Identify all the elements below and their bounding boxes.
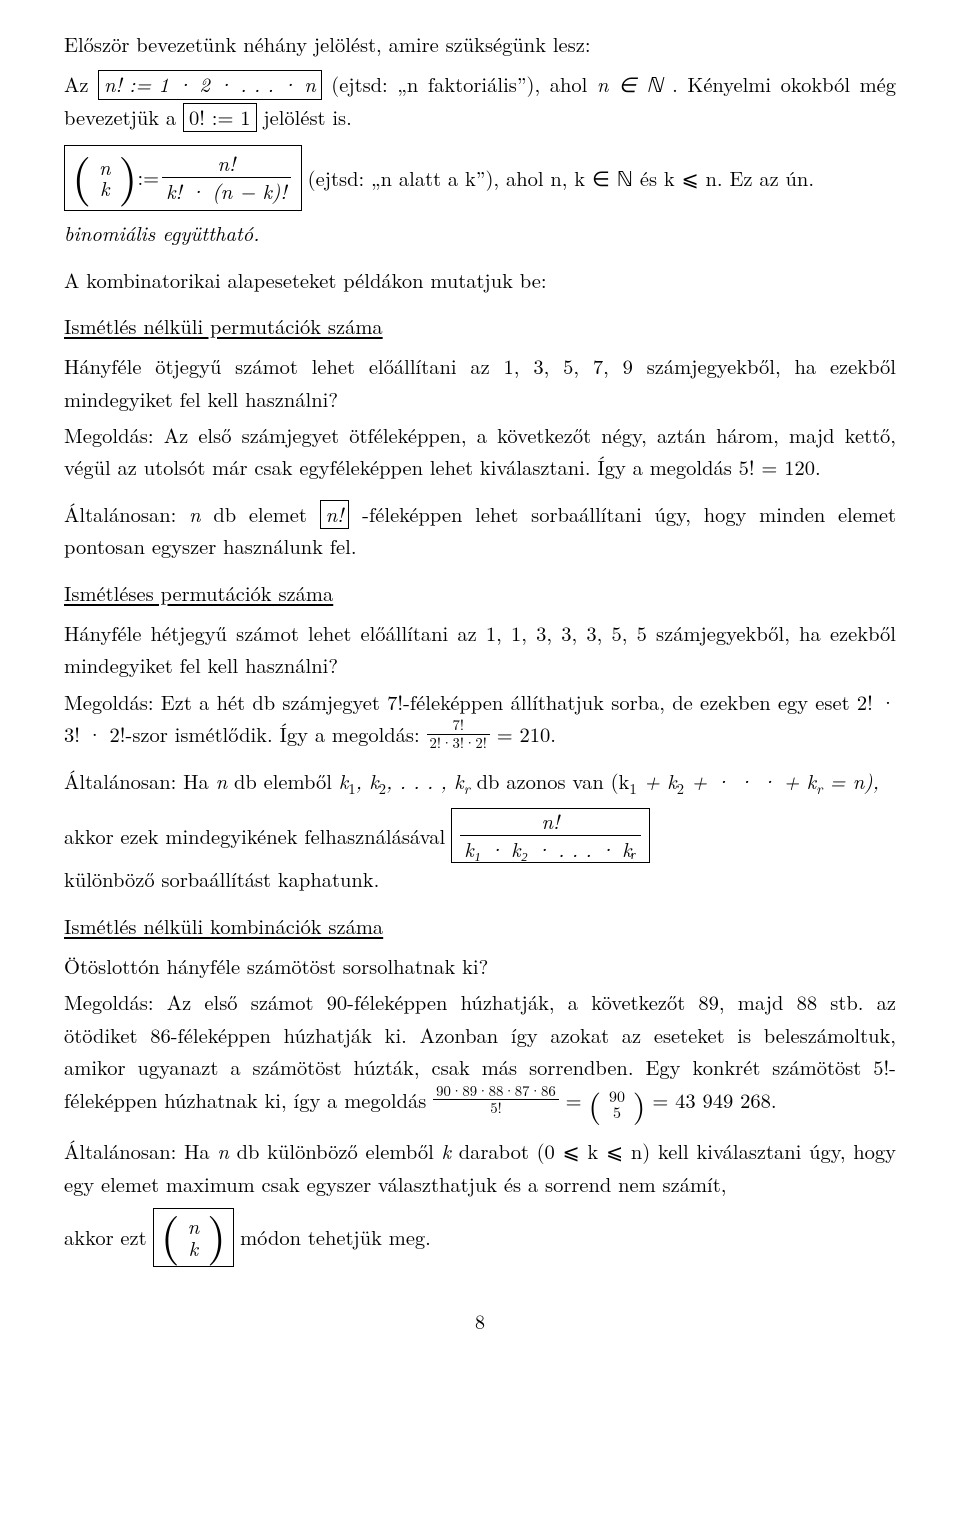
binom-90-5: ( 90 5 ) (588, 1085, 645, 1121)
text: jelölést is. (263, 102, 351, 131)
fraction: n! k! · (n − k)! (162, 152, 291, 202)
heading-perm-rep: Ismétléses permutációk száma (64, 577, 896, 609)
text: db különböző elemből (229, 1136, 442, 1165)
text: = 210. (497, 719, 556, 748)
n: n (217, 1136, 229, 1165)
frac-num: n! (460, 810, 640, 836)
small-fraction: 90·89·88·87·86 5! (433, 1084, 559, 1117)
box-binom-def: ( n k ) := n! k! · (n − k)! (64, 145, 302, 211)
box-perm-rep-formula: n! k₁ · k₂ · . . . · kᵣ (451, 808, 649, 863)
perm-no-rep-q: Hányféle ötjegyű számot lehet előállítan… (64, 350, 896, 415)
eq: = (566, 1085, 589, 1114)
intro-1: Először bevezetünk néhány jelölést, amir… (64, 28, 896, 60)
heading-comb-no-rep: Ismétlés nélküli kombinációk száma (64, 910, 896, 942)
box-binom-nk: ( n k ) (153, 1208, 234, 1267)
binom-symbol: ( n k ) (72, 156, 137, 199)
text: , . . . , k (386, 766, 464, 795)
text: db elemből (227, 766, 339, 795)
page: Először bevezetünk néhány jelölést, amir… (0, 0, 960, 1531)
comb-no-rep-sol: Megoldás: Az első számot 90-féleképpen h… (64, 986, 896, 1121)
perm-rep-general-2: akkor ezek mindegyikének felhasználásáva… (64, 808, 896, 895)
text: akkor ezek mindegyikének felhasználásáva… (64, 820, 445, 852)
k: k (339, 766, 348, 795)
text: akkor ezt (64, 1221, 147, 1253)
perm-no-rep-general: Általánosan: n db elemet n! -féleképpen … (64, 498, 896, 563)
perm-no-rep-sol: Megoldás: Az első számjegyet ötféleképpe… (64, 419, 896, 484)
box-zero-factorial: 0! := 1 (183, 103, 257, 133)
fraction: n! k₁ · k₂ · . . . · kᵣ (460, 810, 640, 860)
text: = n), (822, 766, 879, 795)
binom-bot: k (99, 177, 111, 199)
comb-no-rep-q: Ötöslottón hányféle számötöst sorsolhatn… (64, 950, 896, 982)
heading-text: Ismétlés nélküli kombinációk száma (64, 911, 383, 940)
page-number: 8 (64, 1305, 896, 1337)
math-inline: n ∈ ℕ (597, 69, 663, 98)
binom-bot: k (188, 1237, 200, 1259)
text: + · · · + k (684, 766, 816, 795)
text: (ejtsd: „n faktoriális”), ahol (331, 69, 597, 98)
text: Az (64, 69, 98, 98)
text: Általánosan: (64, 499, 189, 528)
text: db azonos van (k (470, 766, 630, 795)
fraction-den: k! · (n − k)! (162, 178, 291, 203)
box-n-factorial: n! := 1 · 2 · . . . · n (98, 70, 322, 100)
math-inline: n (189, 499, 201, 528)
binom-line2: binomiális együttható. (64, 217, 896, 249)
perm-rep-general-1: Általánosan: Ha n db elemből k1, k2, . .… (64, 765, 896, 800)
text: (ejtsd: „n alatt a k”), ahol n, k ∈ ℕ és… (308, 162, 814, 194)
assign: := (137, 165, 159, 190)
text: módon tehetjük meg. (240, 1221, 431, 1253)
small-fraction: 7! 2!·3!·2! (427, 718, 490, 751)
heading-text: Ismétlés nélküli permutációk száma (64, 311, 383, 340)
heading-text: Ismétléses permutációk száma (64, 578, 333, 607)
text: különböző sorbaállítást kaphatunk. (64, 863, 379, 895)
binom-definition: ( n k ) := n! k! · (n − k)! (ejtsd: „n a… (64, 145, 896, 211)
box-n-fact: n! (320, 500, 350, 530)
frac-den: 2!·3!·2! (427, 735, 490, 751)
heading-perm-no-rep: Ismétlés nélküli permutációk száma (64, 310, 896, 342)
text: , k (356, 766, 379, 795)
k: k (442, 1136, 451, 1165)
text: + k (637, 766, 677, 795)
n: n (216, 766, 228, 795)
frac-den: k₁ · k₂ · . . . · kᵣ (460, 836, 640, 861)
text: db elemet (213, 499, 319, 528)
intro-2: Az n! := 1 · 2 · . . . · n (ejtsd: „n fa… (64, 68, 896, 133)
fraction-num: n! (162, 152, 291, 178)
binom-symbol: ( n k ) (161, 1215, 226, 1258)
text: Általánosan: Ha (64, 1136, 217, 1165)
frac-den: 5! (433, 1100, 559, 1116)
intro-3: A kombinatorikai alapeseteket példákon m… (64, 264, 896, 296)
perm-rep-q: Hányféle hétjegyű számot lehet előállíta… (64, 617, 896, 682)
binom-bot: 5 (609, 1104, 625, 1121)
comb-no-rep-general-1: Általánosan: Ha n db különböző elemből k… (64, 1135, 896, 1200)
perm-rep-sol: Megoldás: Ezt a hét db számjegyet 7!-fél… (64, 686, 896, 751)
comb-no-rep-general-2: akkor ezt ( n k ) módon tehetjük meg. (64, 1208, 896, 1267)
text: Általánosan: Ha (64, 766, 216, 795)
text: = 43 949 268. (652, 1085, 776, 1114)
